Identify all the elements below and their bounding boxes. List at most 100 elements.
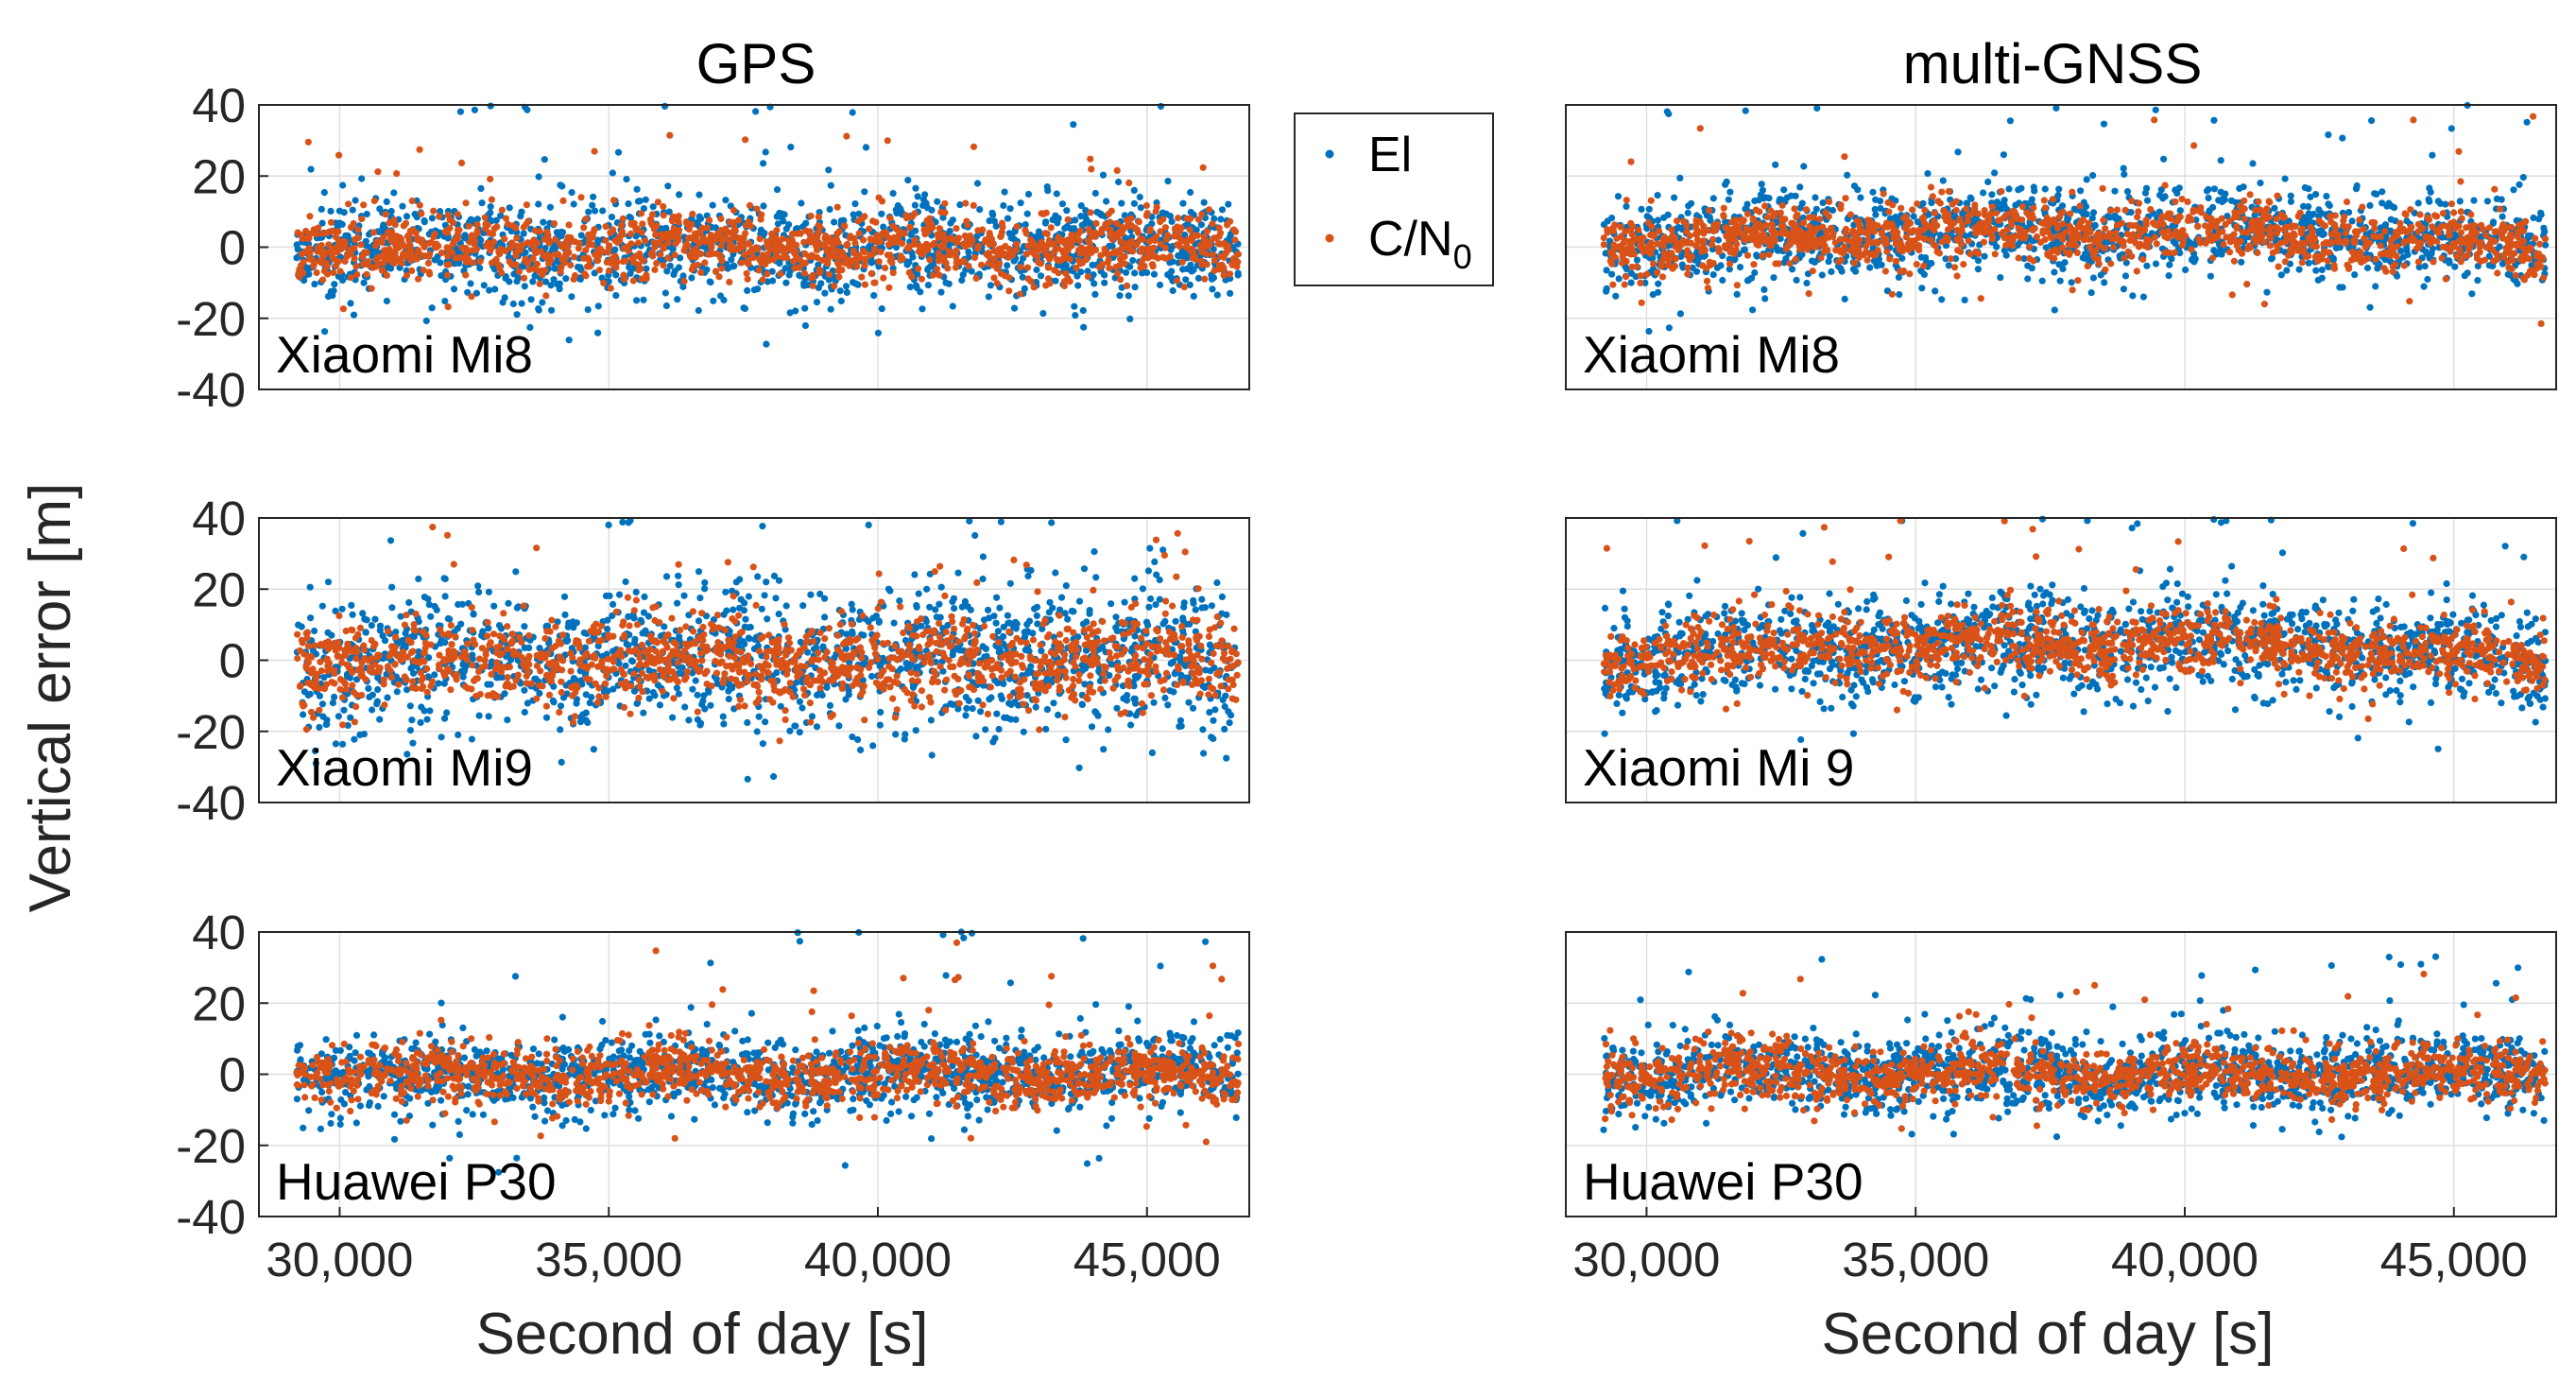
point-cn0 <box>2118 219 2126 227</box>
point-el <box>903 261 911 268</box>
point-cn0 <box>515 268 524 275</box>
point-cn0 <box>468 293 475 301</box>
point-cn0 <box>632 252 640 260</box>
point-cn0 <box>1066 278 1073 285</box>
point-cn0 <box>1223 243 1230 251</box>
point-el <box>2217 157 2224 164</box>
point-el <box>2120 285 2127 293</box>
point-cn0 <box>302 227 310 235</box>
point-cn0 <box>522 257 529 265</box>
point-cn0 <box>1124 282 1131 289</box>
point-cn0 <box>487 247 494 254</box>
point-el <box>399 202 406 210</box>
point-el <box>1187 261 1194 268</box>
point-cn0 <box>664 254 672 262</box>
point-cn0 <box>879 231 886 238</box>
point-cn0 <box>488 196 496 203</box>
point-el <box>1179 199 1187 207</box>
point-cn0 <box>660 244 667 251</box>
point-cn0 <box>1944 226 1952 233</box>
point-el <box>1037 272 1045 280</box>
point-cn0 <box>633 226 641 233</box>
point-el <box>1004 262 1011 269</box>
point-cn0 <box>764 238 771 246</box>
point-el <box>2207 272 2214 280</box>
point-cn0 <box>570 275 577 283</box>
point-cn0 <box>918 275 926 283</box>
point-el <box>480 282 488 289</box>
point-cn0 <box>1047 224 1055 232</box>
point-cn0 <box>1927 183 1935 191</box>
point-cn0 <box>383 271 390 279</box>
point-cn0 <box>390 260 398 268</box>
point-cn0 <box>717 242 725 250</box>
point-el <box>1783 194 1791 201</box>
point-el <box>801 304 809 312</box>
point-el <box>2315 228 2323 235</box>
point-cn0 <box>999 223 1006 231</box>
point-el <box>1039 310 1047 318</box>
point-cn0 <box>989 262 997 269</box>
point-cn0 <box>586 263 593 270</box>
point-el <box>535 173 542 181</box>
point-cn0 <box>876 238 884 246</box>
point-cn0 <box>637 210 645 217</box>
point-el <box>2123 188 2132 196</box>
point-cn0 <box>730 206 738 215</box>
point-cn0 <box>462 271 470 279</box>
point-el <box>527 296 535 303</box>
point-el <box>1780 186 1788 194</box>
point-el <box>461 232 469 239</box>
point-cn0 <box>816 269 823 277</box>
point-el <box>558 229 567 236</box>
point-cn0 <box>533 260 541 268</box>
point-el <box>2499 213 2506 220</box>
point-el <box>976 206 984 214</box>
point-cn0 <box>2018 203 2027 211</box>
point-el <box>634 198 643 205</box>
point-el <box>2030 183 2037 191</box>
point-el <box>642 196 649 203</box>
point-el <box>1023 210 1031 217</box>
point-el <box>1043 183 1051 191</box>
point-cn0 <box>1153 203 1160 211</box>
point-cn0 <box>418 210 425 217</box>
point-cn0 <box>660 212 667 219</box>
point-el <box>1719 276 1726 285</box>
point-el <box>842 283 850 290</box>
point-el <box>487 102 494 110</box>
y-tick-label: -40 <box>176 363 246 417</box>
point-cn0 <box>2447 200 2455 208</box>
point-cn0 <box>861 249 868 256</box>
point-cn0 <box>1977 295 1984 302</box>
point-cn0 <box>481 214 489 221</box>
point-el <box>1130 199 1138 207</box>
point-cn0 <box>1892 257 1900 265</box>
point-el <box>2141 189 2150 197</box>
point-el <box>1838 268 1846 275</box>
point-el <box>612 292 620 300</box>
point-cn0 <box>620 245 627 252</box>
point-cn0 <box>602 223 610 231</box>
point-cn0 <box>1163 232 1172 239</box>
point-el <box>2523 118 2531 126</box>
point-el <box>2514 280 2521 287</box>
point-el <box>486 286 493 294</box>
point-el <box>1053 190 1060 198</box>
scatter-points <box>293 102 1242 348</box>
point-cn0 <box>1084 273 1091 281</box>
point-el <box>722 197 730 204</box>
point-el <box>831 218 838 226</box>
point-el <box>1004 215 1012 222</box>
point-el <box>2161 193 2169 200</box>
point-el <box>2091 221 2099 229</box>
point-cn0 <box>580 224 588 232</box>
point-el <box>2525 232 2533 239</box>
point-cn0 <box>1920 262 1928 269</box>
point-cn0 <box>833 259 842 267</box>
point-cn0 <box>665 233 673 241</box>
point-cn0 <box>1083 246 1091 253</box>
point-cn0 <box>536 280 543 287</box>
point-el <box>741 304 749 313</box>
point-cn0 <box>788 231 797 238</box>
